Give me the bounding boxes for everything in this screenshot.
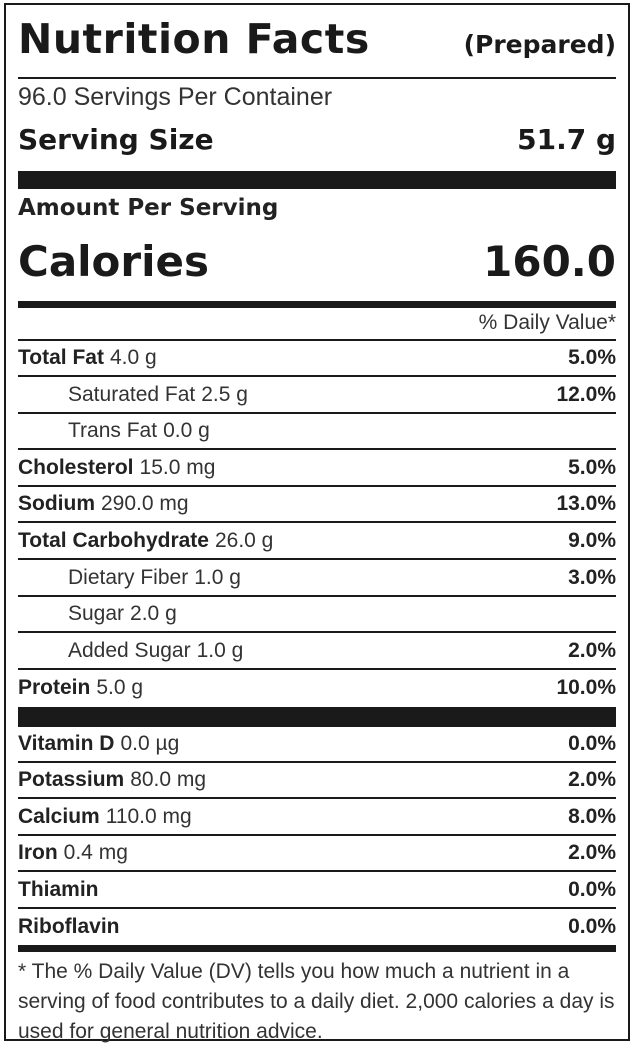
nutrient-row: Cholesterol 15.0 mg 5.0% — [18, 451, 616, 487]
nutrient-amount: 1.0 g — [194, 565, 241, 589]
nutrient-amount: 26.0 g — [214, 529, 274, 552]
nutrient-name: Protein — [18, 676, 91, 700]
nutrient-row: Total Carbohydrate 26.0 g 9.0% — [18, 524, 616, 560]
nutrient-info: Calcium 110.0 mg — [18, 805, 192, 829]
divider-thick — [18, 707, 616, 727]
divider-thick — [18, 171, 616, 189]
footnote: * The % Daily Value (DV) tells you how m… — [18, 960, 615, 1043]
nutrient-amount: 0.4 mg — [63, 841, 128, 865]
nutrient-daily-value: 9.0% — [568, 529, 616, 552]
nutrient-daily-value: 5.0% — [568, 455, 616, 479]
nutrient-info: Potassium 80.0 mg — [18, 768, 206, 792]
nutrient-row: Sodium 290.0 mg 13.0% — [18, 487, 616, 524]
serving-size-label: Serving Size — [18, 123, 214, 156]
nutrient-daily-value: 0.0% — [568, 915, 616, 938]
serving-size-value: 51.7 g — [517, 123, 616, 156]
nutrient-name: Sodium — [18, 492, 95, 516]
nutrient-daily-value: 12.0% — [556, 382, 616, 406]
nutrient-daily-value: 0.0% — [568, 877, 616, 901]
nutrient-info: Riboflavin — [18, 915, 126, 939]
nutrient-daily-value: 0.0% — [568, 732, 616, 755]
nutrient-name: Total Fat — [18, 346, 104, 369]
nutrient-name: Cholesterol — [18, 455, 134, 479]
nutrient-info: Sodium 290.0 mg — [18, 492, 189, 516]
nutrient-name: Vitamin D — [18, 732, 115, 755]
nutrient-info: Saturated Fat 2.5 g — [18, 383, 248, 407]
nutrient-row: Trans Fat 0.0 g — [18, 414, 616, 451]
nutrition-facts-label: Nutrition Facts (Prepared) 96.0 Servings… — [4, 3, 630, 1043]
nutrient-amount: 80.0 mg — [130, 768, 207, 792]
nutrient-name: Riboflavin — [18, 915, 120, 938]
label-subtitle: (Prepared) — [463, 30, 616, 59]
label-content: Nutrition Facts (Prepared) 96.0 Servings… — [18, 5, 616, 1043]
label-title: Nutrition Facts — [18, 15, 370, 63]
nutrient-name: Calcium — [18, 804, 100, 828]
nutrient-row: Riboflavin 0.0% — [18, 909, 616, 945]
nutrient-info: Thiamin — [18, 878, 105, 902]
nutrient-amount: 5.0 g — [96, 676, 144, 700]
nutrient-info: Cholesterol 15.0 mg — [18, 456, 215, 480]
amount-per-serving: Amount Per Serving — [18, 195, 279, 221]
nutrient-name: Saturated Fat — [68, 382, 196, 406]
servings-per-container: 96.0 Servings Per Container — [18, 83, 333, 111]
nutrient-row: Added Sugar 1.0 g 2.0% — [18, 634, 616, 670]
nutrient-info: Dietary Fiber 1.0 g — [18, 566, 241, 590]
title-row: Nutrition Facts (Prepared) — [18, 15, 616, 77]
nutrient-info: Vitamin D 0.0 µg — [18, 732, 179, 756]
calories-row: Calories 160.0 — [18, 237, 616, 286]
nutrient-amount: 0.0 g — [163, 419, 210, 443]
nutrient-daily-value: 2.0% — [568, 841, 616, 865]
nutrient-row: Thiamin 0.0% — [18, 873, 616, 909]
nutrient-info: Sugar 2.0 g — [18, 602, 177, 626]
nutrient-info: Added Sugar 1.0 g — [18, 639, 243, 663]
nutrient-name: Trans Fat — [68, 419, 158, 443]
nutrient-name: Sugar — [68, 602, 125, 626]
nutrient-daily-value: 8.0% — [568, 804, 616, 828]
nutrient-row: Calcium 110.0 mg 8.0% — [18, 800, 616, 836]
nutrient-name: Iron — [18, 841, 58, 865]
nutrient-daily-value: 10.0% — [556, 676, 616, 700]
nutrient-daily-value: 3.0% — [568, 565, 616, 589]
nutrient-amount: 4.0 g — [109, 346, 157, 369]
nutrient-amount: 2.5 g — [201, 382, 248, 406]
daily-value-header: % Daily Value* — [478, 311, 616, 334]
nutrient-amount: 290.0 mg — [101, 492, 189, 516]
nutrient-daily-value: 13.0% — [556, 492, 616, 516]
nutrient-row: Total Fat 4.0 g 5.0% — [18, 341, 616, 377]
divider-medium — [18, 945, 616, 952]
nutrient-info: Trans Fat 0.0 g — [18, 419, 210, 443]
nutrient-amount: 0.0 µg — [120, 732, 180, 755]
divider-thin — [18, 339, 616, 341]
calories-label: Calories — [18, 237, 210, 286]
nutrient-info: Protein 5.0 g — [18, 676, 143, 700]
serving-size-row: Serving Size 51.7 g — [18, 123, 616, 156]
nutrient-info: Total Fat 4.0 g — [18, 346, 157, 370]
nutrient-row: Protein 5.0 g 10.0% — [18, 670, 616, 706]
nutrient-row: Sugar 2.0 g — [18, 597, 616, 634]
nutrient-daily-value: 2.0% — [568, 638, 616, 662]
nutrient-amount: 15.0 mg — [139, 455, 216, 479]
calories-value: 160.0 — [483, 237, 616, 286]
nutrient-row: Vitamin D 0.0 µg 0.0% — [18, 727, 616, 763]
divider-thin — [18, 77, 616, 79]
nutrient-amount: 110.0 mg — [105, 804, 192, 828]
nutrient-info: Iron 0.4 mg — [18, 841, 128, 865]
divider-medium — [18, 301, 616, 308]
nutrient-name: Potassium — [18, 768, 125, 792]
nutrient-row: Iron 0.4 mg 2.0% — [18, 836, 616, 873]
nutrient-row: Saturated Fat 2.5 g 12.0% — [18, 378, 616, 414]
nutrient-info: Total Carbohydrate 26.0 g — [18, 529, 273, 553]
nutrient-amount: 1.0 g — [196, 638, 244, 662]
nutrient-name: Added Sugar — [68, 638, 191, 662]
nutrient-name: Dietary Fiber — [68, 565, 189, 589]
nutrient-name: Total Carbohydrate — [18, 529, 209, 552]
nutrient-daily-value: 5.0% — [568, 346, 616, 369]
nutrient-row: Potassium 80.0 mg 2.0% — [18, 763, 616, 800]
nutrient-name: Thiamin — [18, 877, 99, 901]
nutrient-amount: 2.0 g — [130, 602, 177, 626]
nutrient-daily-value: 2.0% — [568, 768, 616, 792]
nutrient-row: Dietary Fiber 1.0 g 3.0% — [18, 561, 616, 597]
